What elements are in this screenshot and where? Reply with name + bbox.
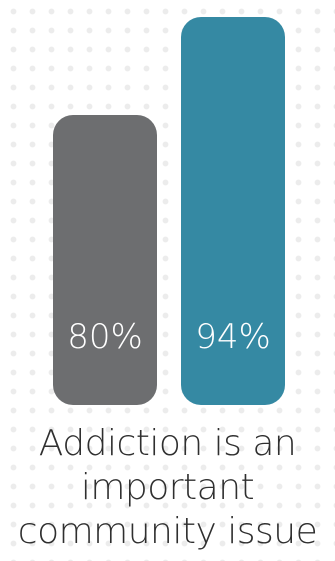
bar-1-value-label: 80% [67, 317, 143, 357]
caption-line-1: Addiction is an [38, 423, 297, 464]
chart-caption: Addiction is an important community issu… [0, 422, 335, 554]
bar-2 [181, 17, 285, 405]
caption-line-2: important [80, 467, 255, 508]
caption-line-3: community issue [17, 511, 318, 552]
bar-1 [53, 115, 157, 405]
bar-chart: 80% 94% [53, 17, 285, 405]
bar-2-value-label: 94% [195, 317, 271, 357]
